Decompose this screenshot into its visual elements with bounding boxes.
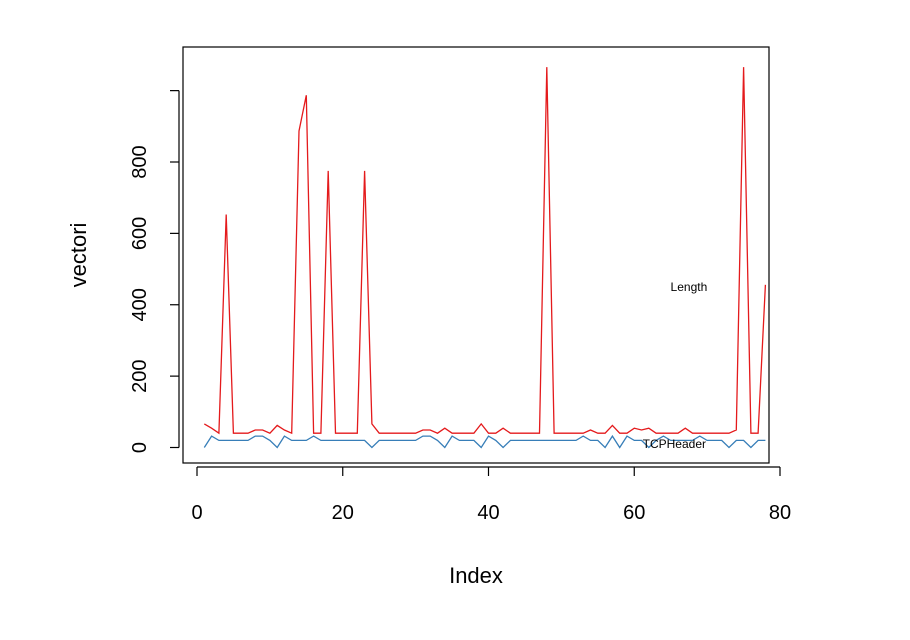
y-axis: 0 200 400 600 800 bbox=[129, 90, 180, 453]
series-line-length bbox=[203, 67, 767, 435]
x-tick-label: 40 bbox=[477, 502, 499, 524]
plot-frame bbox=[182, 46, 770, 464]
y-axis-title: vectori bbox=[66, 223, 91, 288]
series-line-tcpheader bbox=[203, 434, 766, 449]
y-tick-label: 200 bbox=[129, 359, 151, 392]
annotation-label: Length bbox=[671, 280, 708, 294]
annotation-label: TCPHeader bbox=[643, 437, 706, 451]
annotation-layer: Length TCPHeader bbox=[643, 280, 708, 451]
x-axis-title: Index bbox=[449, 563, 503, 588]
y-tick-label: 600 bbox=[129, 217, 151, 250]
x-tick-label: 20 bbox=[332, 502, 354, 524]
x-tick-label: 0 bbox=[191, 502, 202, 524]
x-tick-label: 60 bbox=[623, 502, 645, 524]
x-tick-label: 80 bbox=[769, 502, 791, 524]
y-tick-label: 0 bbox=[129, 442, 151, 453]
y-tick-label: 800 bbox=[129, 145, 151, 178]
y-tick-label: 400 bbox=[129, 288, 151, 321]
series-layer bbox=[203, 67, 767, 449]
x-axis: 0 20 40 60 80 bbox=[191, 466, 791, 524]
